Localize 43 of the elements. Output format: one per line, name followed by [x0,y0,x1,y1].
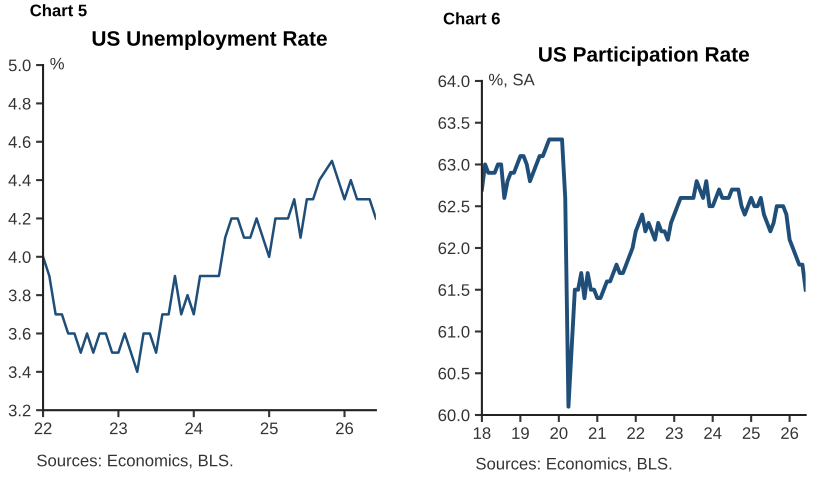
x-tick-label: 20 [550,427,568,440]
x-tick-label: 24 [185,422,203,434]
line-series [482,137,806,409]
y-tick-label: 3.4 [8,366,31,378]
y-tick-label: 4.0 [8,251,31,263]
source-note: Sources: Economics, BLS. [37,454,232,468]
y-tick-label: 4.2 [8,212,30,224]
y-tick-label: 5.0 [8,59,31,72]
chart-title: US Unemployment Rate [92,30,327,50]
x-tick-label: 23 [666,427,683,440]
y-tick-label: 62.0 [438,242,470,254]
x-tick-label: 22 [34,422,52,434]
caption: Chart 5 [30,4,87,16]
y-tick-label: 60.5 [438,368,470,380]
y-tick-label: 61.0 [438,326,470,338]
y-tick-label: 4.4 [8,174,31,186]
x-tick-label: 21 [588,427,606,439]
y-tick-label: 3.8 [8,290,31,302]
source-note: Sources: Economics, BLS. [476,457,672,472]
y-axis-title: % [50,58,64,70]
x-tick-label: 25 [742,427,760,440]
y-tick-label: 3.2 [8,404,30,416]
y-axis-title: %, SA [488,74,535,88]
y-tick-label: 60.0 [438,409,470,422]
line-series [43,160,376,374]
x-tick-label: 24 [704,427,722,439]
y-tick-label: 63.5 [438,117,470,129]
caption: Chart 6 [444,12,500,24]
y-tick-label: 63.0 [438,158,470,171]
y-tick-label: 4.8 [8,98,31,110]
y-tick-label: 62.5 [438,200,470,212]
chart-title: US Participation Rate [539,46,749,66]
x-tick-label: 19 [512,427,529,440]
x-tick-label: 26 [781,427,798,440]
y-tick-label: 61.5 [438,284,470,296]
y-tick-label: 4.6 [8,136,31,148]
x-tick-label: 25 [260,422,278,434]
x-tick-label: 18 [474,427,490,440]
x-tick-label: 22 [627,427,644,439]
y-tick-label: 64.0 [438,75,470,88]
y-tick-label: 3.6 [8,328,31,340]
x-tick-label: 26 [336,422,354,434]
x-tick-label: 23 [110,422,127,434]
